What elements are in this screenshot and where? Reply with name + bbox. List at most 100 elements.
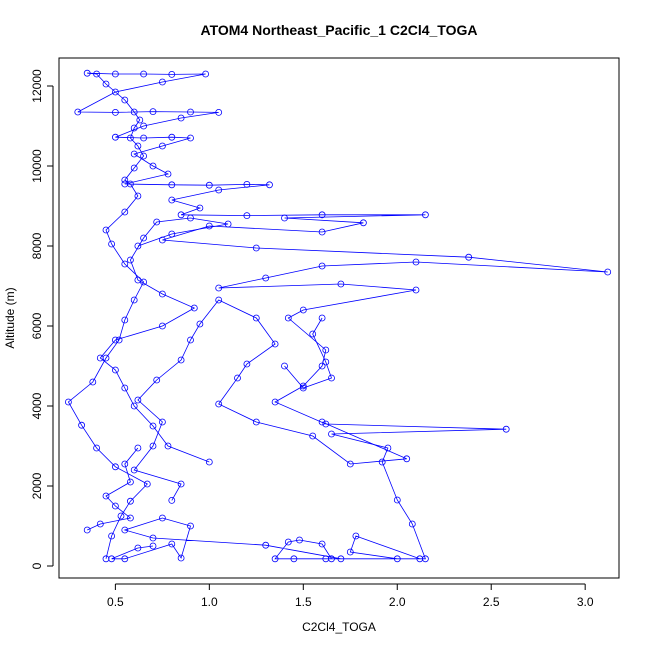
data-point	[134, 396, 142, 404]
data-point	[252, 418, 260, 426]
data-point	[121, 180, 129, 188]
data-point	[322, 358, 330, 366]
data-point	[126, 514, 134, 522]
data-point	[281, 214, 288, 222]
data-point	[337, 280, 345, 288]
data-point	[266, 181, 273, 189]
data-point	[412, 258, 420, 266]
data-point	[121, 555, 129, 563]
x-axis-label: C2Cl4_TOGA	[302, 620, 376, 634]
data-point	[243, 212, 251, 220]
y-tick-label: 10000	[30, 149, 44, 183]
data-point	[177, 114, 185, 122]
data-point	[234, 374, 241, 382]
data-point	[158, 78, 166, 86]
data-point	[121, 460, 129, 468]
data-point	[134, 544, 142, 552]
data-point	[271, 398, 279, 406]
x-axis: 0.5 1.0 1.5 2.0 2.5 3.0	[107, 583, 594, 609]
data-point	[296, 536, 303, 544]
y-axis-label: Altitude (m)	[3, 287, 17, 348]
data-point	[140, 134, 148, 142]
data-point	[102, 226, 110, 234]
data-point	[117, 512, 125, 520]
x-tick-label: 1.5	[295, 595, 312, 609]
data-point	[187, 336, 194, 344]
y-tick-label: 12000	[30, 69, 44, 103]
data-point	[149, 162, 157, 170]
data-point	[112, 366, 119, 374]
data-point	[243, 180, 251, 188]
data-point	[168, 230, 176, 238]
data-point	[130, 402, 138, 410]
data-point	[149, 534, 157, 542]
data-point	[262, 274, 270, 282]
data-point	[187, 214, 194, 222]
data-point	[290, 555, 298, 563]
data-point	[65, 398, 72, 406]
data-point	[121, 316, 129, 324]
data-point	[215, 400, 223, 408]
data-point	[299, 306, 307, 314]
data-point	[164, 442, 172, 450]
data-point	[408, 520, 416, 528]
data-point	[140, 152, 148, 160]
data-point	[318, 262, 326, 270]
data-point	[190, 304, 198, 312]
data-point	[112, 502, 119, 510]
series-line	[133, 299, 407, 501]
data-point	[112, 463, 119, 471]
data-point	[126, 134, 134, 142]
data-point	[177, 211, 185, 219]
data-point	[177, 480, 185, 488]
data-point	[126, 256, 134, 264]
x-tick-label: 2.5	[483, 595, 500, 609]
data-point	[196, 320, 204, 328]
data-point	[243, 360, 251, 368]
y-tick-label: 2000	[30, 472, 44, 499]
data-point	[393, 496, 401, 504]
data-point	[112, 133, 119, 141]
data-point	[168, 71, 176, 78]
data-point	[153, 376, 161, 384]
data-point	[136, 116, 144, 124]
data-point	[112, 88, 119, 96]
y-tick-label: 4000	[30, 392, 44, 419]
y-tick-label: 0	[30, 562, 44, 569]
data-point	[177, 554, 185, 562]
data-point	[299, 384, 307, 392]
x-tick-label: 3.0	[577, 595, 594, 609]
data-point	[121, 96, 129, 104]
data-point	[215, 109, 223, 116]
data-point	[416, 555, 424, 563]
data-point	[126, 497, 134, 505]
data-point	[130, 164, 138, 172]
data-point	[149, 442, 157, 450]
data-point	[205, 181, 213, 189]
data-point	[112, 336, 119, 344]
data-point	[93, 70, 100, 78]
data-point	[187, 108, 194, 116]
data-point	[252, 244, 260, 252]
data-point	[421, 211, 429, 219]
data-point	[196, 204, 204, 212]
y-tick-label: 6000	[30, 312, 44, 339]
data-point	[284, 314, 292, 322]
data-point	[328, 374, 335, 382]
data-point	[318, 540, 326, 548]
data-point	[299, 382, 307, 390]
data-point	[121, 526, 129, 534]
data-point	[158, 142, 166, 150]
data-point	[205, 458, 213, 466]
data-point	[262, 541, 270, 549]
data-point	[153, 218, 161, 226]
data-point	[158, 514, 166, 522]
data-point	[140, 70, 148, 78]
data-point	[130, 296, 138, 304]
data-point	[134, 242, 142, 250]
data-point	[168, 181, 176, 189]
data-point	[309, 432, 317, 440]
data-point	[205, 222, 213, 230]
data-point	[102, 80, 110, 88]
